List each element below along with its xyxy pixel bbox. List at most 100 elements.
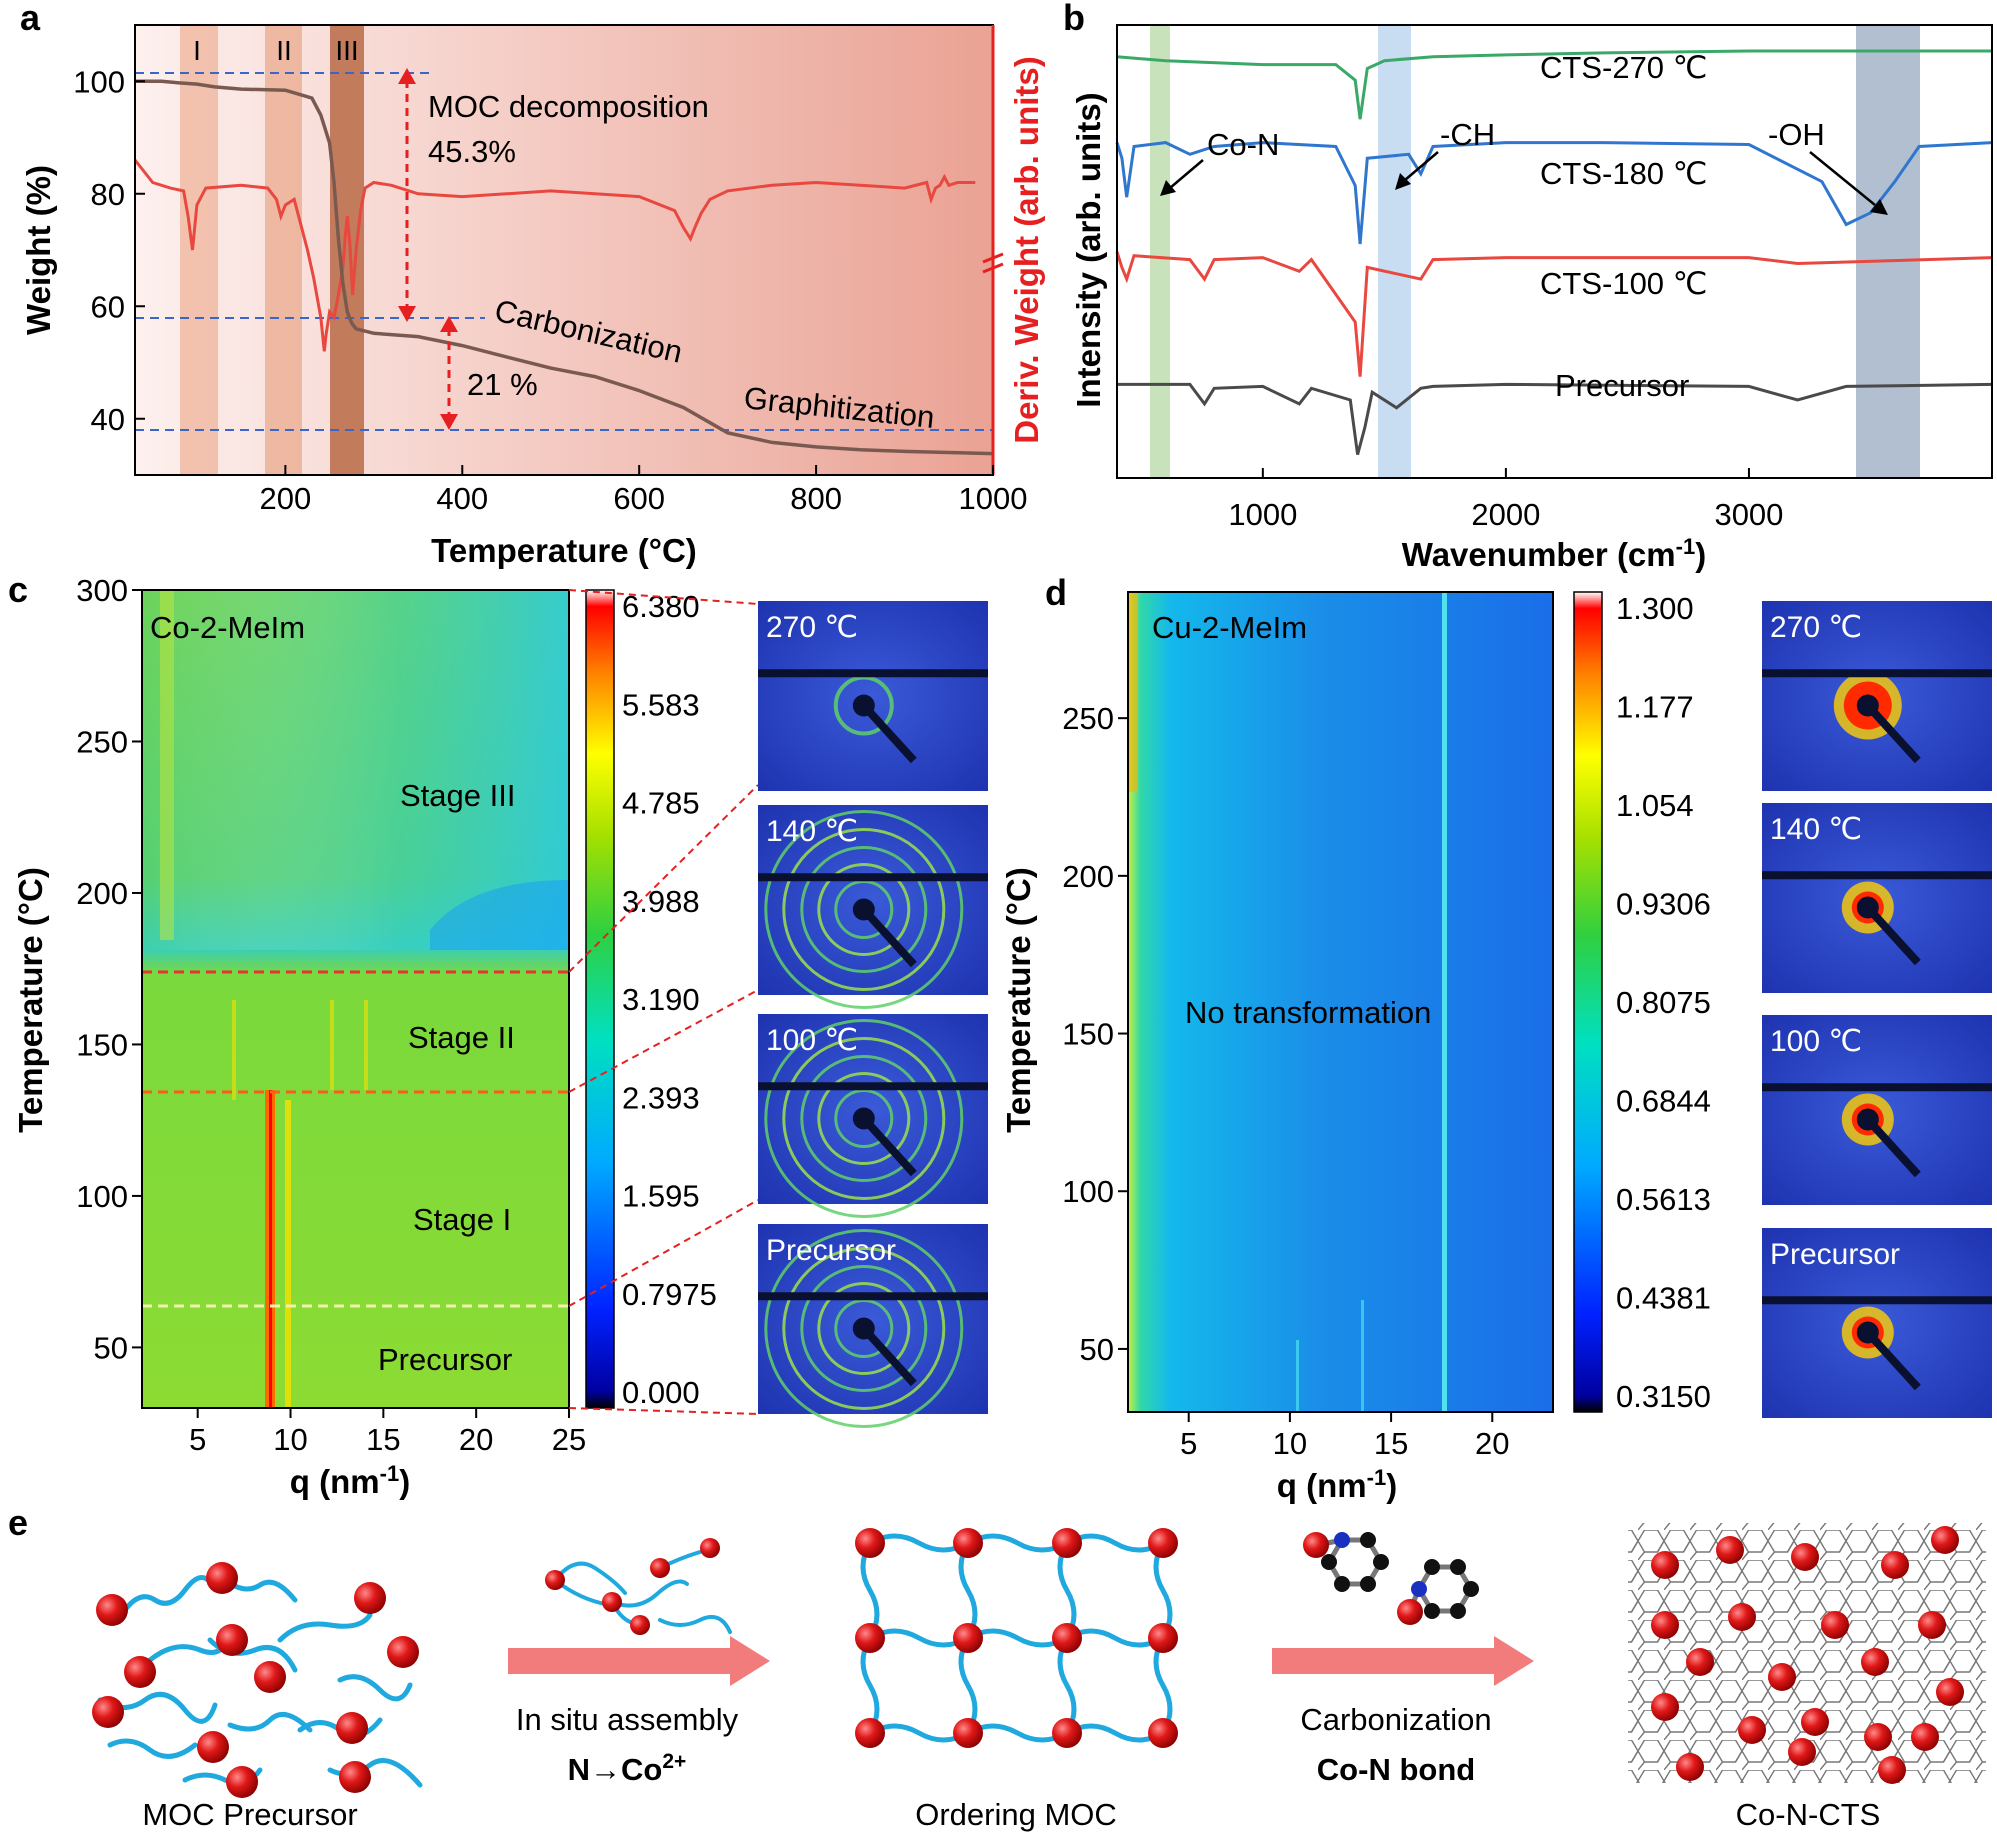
diffraction-ring bbox=[817, 1072, 911, 1165]
atom bbox=[1321, 1554, 1337, 1570]
metal-ion-ball bbox=[206, 1562, 238, 1594]
linker-h bbox=[966, 1628, 1069, 1648]
panel-d-insets: 270 ℃ 140 ℃ 100 ℃ Precursor bbox=[1762, 601, 1992, 1418]
atom bbox=[1411, 1581, 1427, 1597]
moc-percent-label: 45.3% bbox=[428, 134, 516, 169]
linker-h bbox=[1065, 1533, 1165, 1553]
atom bbox=[1424, 1603, 1440, 1619]
beamstop-arm bbox=[1864, 904, 1921, 966]
diffraction-ring bbox=[834, 1299, 894, 1358]
axis-break-1 bbox=[982, 252, 1004, 264]
saxs-inset: 140 ℃ bbox=[758, 805, 988, 1009]
metal-ion-ball bbox=[124, 1656, 156, 1688]
metal-ion-ball bbox=[1651, 1551, 1679, 1579]
panel-b-x-ticks: 1000 2000 3000 bbox=[1228, 468, 1783, 532]
colorbar-tick-label: 4.785 bbox=[622, 786, 700, 821]
metal-ion-ball bbox=[226, 1766, 258, 1798]
label-cts180: CTS-180 ℃ bbox=[1540, 156, 1707, 191]
metal-ion-ball bbox=[1791, 1543, 1819, 1571]
panel-b-xlabel: Wavenumber (cm-1) bbox=[1402, 534, 1706, 573]
oh-arrowhead bbox=[1870, 199, 1888, 215]
colorbar-tick-label: 0.5613 bbox=[1616, 1182, 1711, 1217]
colorbar-tick-label: 1.054 bbox=[1616, 788, 1694, 823]
linker-h bbox=[966, 1723, 1069, 1743]
metal-ion-ball bbox=[96, 1594, 128, 1626]
beamstop-center bbox=[852, 1317, 875, 1340]
c-xtick-label: 10 bbox=[273, 1422, 307, 1457]
beamstop-center bbox=[852, 1107, 875, 1130]
moc-precursor-balls bbox=[92, 1562, 419, 1798]
colorbar-tick-label: 0.9306 bbox=[1616, 887, 1711, 922]
saxs-inset: 140 ℃ bbox=[1762, 803, 1992, 993]
panel-b-letter: b bbox=[1063, 0, 1085, 38]
region-III-label: III bbox=[335, 35, 358, 66]
diffraction-ring bbox=[800, 846, 928, 973]
ftir-cts270-line bbox=[1116, 49, 1992, 120]
panel-e-letter: e bbox=[8, 1502, 28, 1543]
colorbar-c bbox=[585, 589, 615, 1409]
metal-ion-ball bbox=[953, 1623, 983, 1653]
panel-c-x-ticks: 5 10 15 20 25 bbox=[189, 1408, 586, 1457]
panel-b-frame bbox=[1116, 24, 1993, 479]
dtg-curve bbox=[133, 159, 976, 352]
colorbar-tick-label: 3.190 bbox=[622, 982, 700, 1017]
linker-h bbox=[868, 1723, 970, 1743]
zoom-line-270 bbox=[568, 589, 759, 605]
atom bbox=[1450, 1603, 1466, 1619]
colorbar-tick-label: 0.6844 bbox=[1616, 1084, 1711, 1119]
pyridine-molecules bbox=[1317, 1537, 1474, 1614]
metal-ion-ball bbox=[1148, 1623, 1178, 1653]
saxs-inset: Precursor bbox=[1762, 1228, 1992, 1418]
ch-band bbox=[1378, 25, 1411, 478]
metal-ion-ball bbox=[1881, 1551, 1909, 1579]
a-ytick-label: 40 bbox=[91, 402, 125, 437]
c-ytick-label: 250 bbox=[76, 724, 128, 759]
d-ytick-label: 50 bbox=[1080, 1332, 1114, 1367]
a-ytick-label: 60 bbox=[91, 289, 125, 324]
panel-b: b CTS-270 ℃ CTS-180 ℃ CTS-100 ℃ Precurso… bbox=[1063, 0, 1993, 573]
saxs-inset-label: 140 ℃ bbox=[766, 815, 858, 848]
beamstop-arm bbox=[1864, 1329, 1921, 1391]
metal-ion-ball bbox=[1878, 1756, 1906, 1784]
assembly-arrow-head bbox=[730, 1636, 770, 1686]
atom bbox=[1424, 1559, 1440, 1575]
saxs-inset: 270 ℃ bbox=[758, 601, 988, 791]
atom bbox=[1334, 1576, 1350, 1592]
b-xtick-label: 1000 bbox=[1228, 497, 1297, 532]
molecule-atoms bbox=[1303, 1532, 1479, 1625]
co-n-arrow bbox=[1169, 159, 1204, 189]
heatmap-c-peak-3 bbox=[232, 1000, 236, 1100]
colorbar-d bbox=[1573, 591, 1603, 1413]
colorbar-tick-label: 0.4381 bbox=[1616, 1281, 1711, 1316]
colorbar-tick-label: 0.3150 bbox=[1616, 1379, 1711, 1414]
panel-c: c Co-2-MeIm Stage III Stage II Stage I P… bbox=[8, 569, 988, 1500]
heatmap-c-peak-4 bbox=[330, 1000, 334, 1090]
beamstop-center bbox=[1856, 1108, 1879, 1131]
d-xtick-label: 15 bbox=[1374, 1426, 1408, 1461]
panel-c-insets: 270 ℃ 140 ℃ 100 ℃ Precursor bbox=[758, 601, 988, 1428]
moc-precursor-label: MOC Precursor bbox=[142, 1797, 357, 1832]
heatmap-d-edge bbox=[1128, 592, 1138, 792]
linker-h bbox=[1065, 1628, 1165, 1648]
beamstop-arm bbox=[1864, 702, 1921, 764]
label-co-n: Co-N bbox=[1207, 127, 1279, 162]
panel-d-x-ticks: 5 10 15 20 bbox=[1180, 1412, 1510, 1461]
ordering-moc-illustration bbox=[855, 1528, 1178, 1748]
metal-ion-ball bbox=[1676, 1753, 1704, 1781]
panel-d-y-ticks: 50 100 150 200 250 bbox=[1062, 701, 1128, 1367]
step1-label: In situ assembly bbox=[516, 1702, 739, 1737]
c-xtick-label: 25 bbox=[552, 1422, 586, 1457]
atom bbox=[1360, 1532, 1376, 1548]
co-n-cts-balls bbox=[1651, 1526, 1964, 1784]
moc-decomposition-label: MOC decomposition bbox=[428, 89, 709, 124]
saxs-inset: 100 ℃ bbox=[1762, 1015, 1992, 1205]
ftir-precursor-line bbox=[1117, 382, 1993, 455]
beamstop-center bbox=[1856, 1321, 1879, 1344]
step2-label: Carbonization bbox=[1300, 1702, 1491, 1737]
a-xtick-label: 800 bbox=[790, 481, 842, 516]
metal-ion-ball bbox=[339, 1761, 371, 1793]
colorbar-tick-label: 1.300 bbox=[1616, 591, 1694, 626]
diffraction-ring bbox=[764, 1019, 964, 1218]
metal-ion-ball bbox=[1861, 1648, 1889, 1676]
